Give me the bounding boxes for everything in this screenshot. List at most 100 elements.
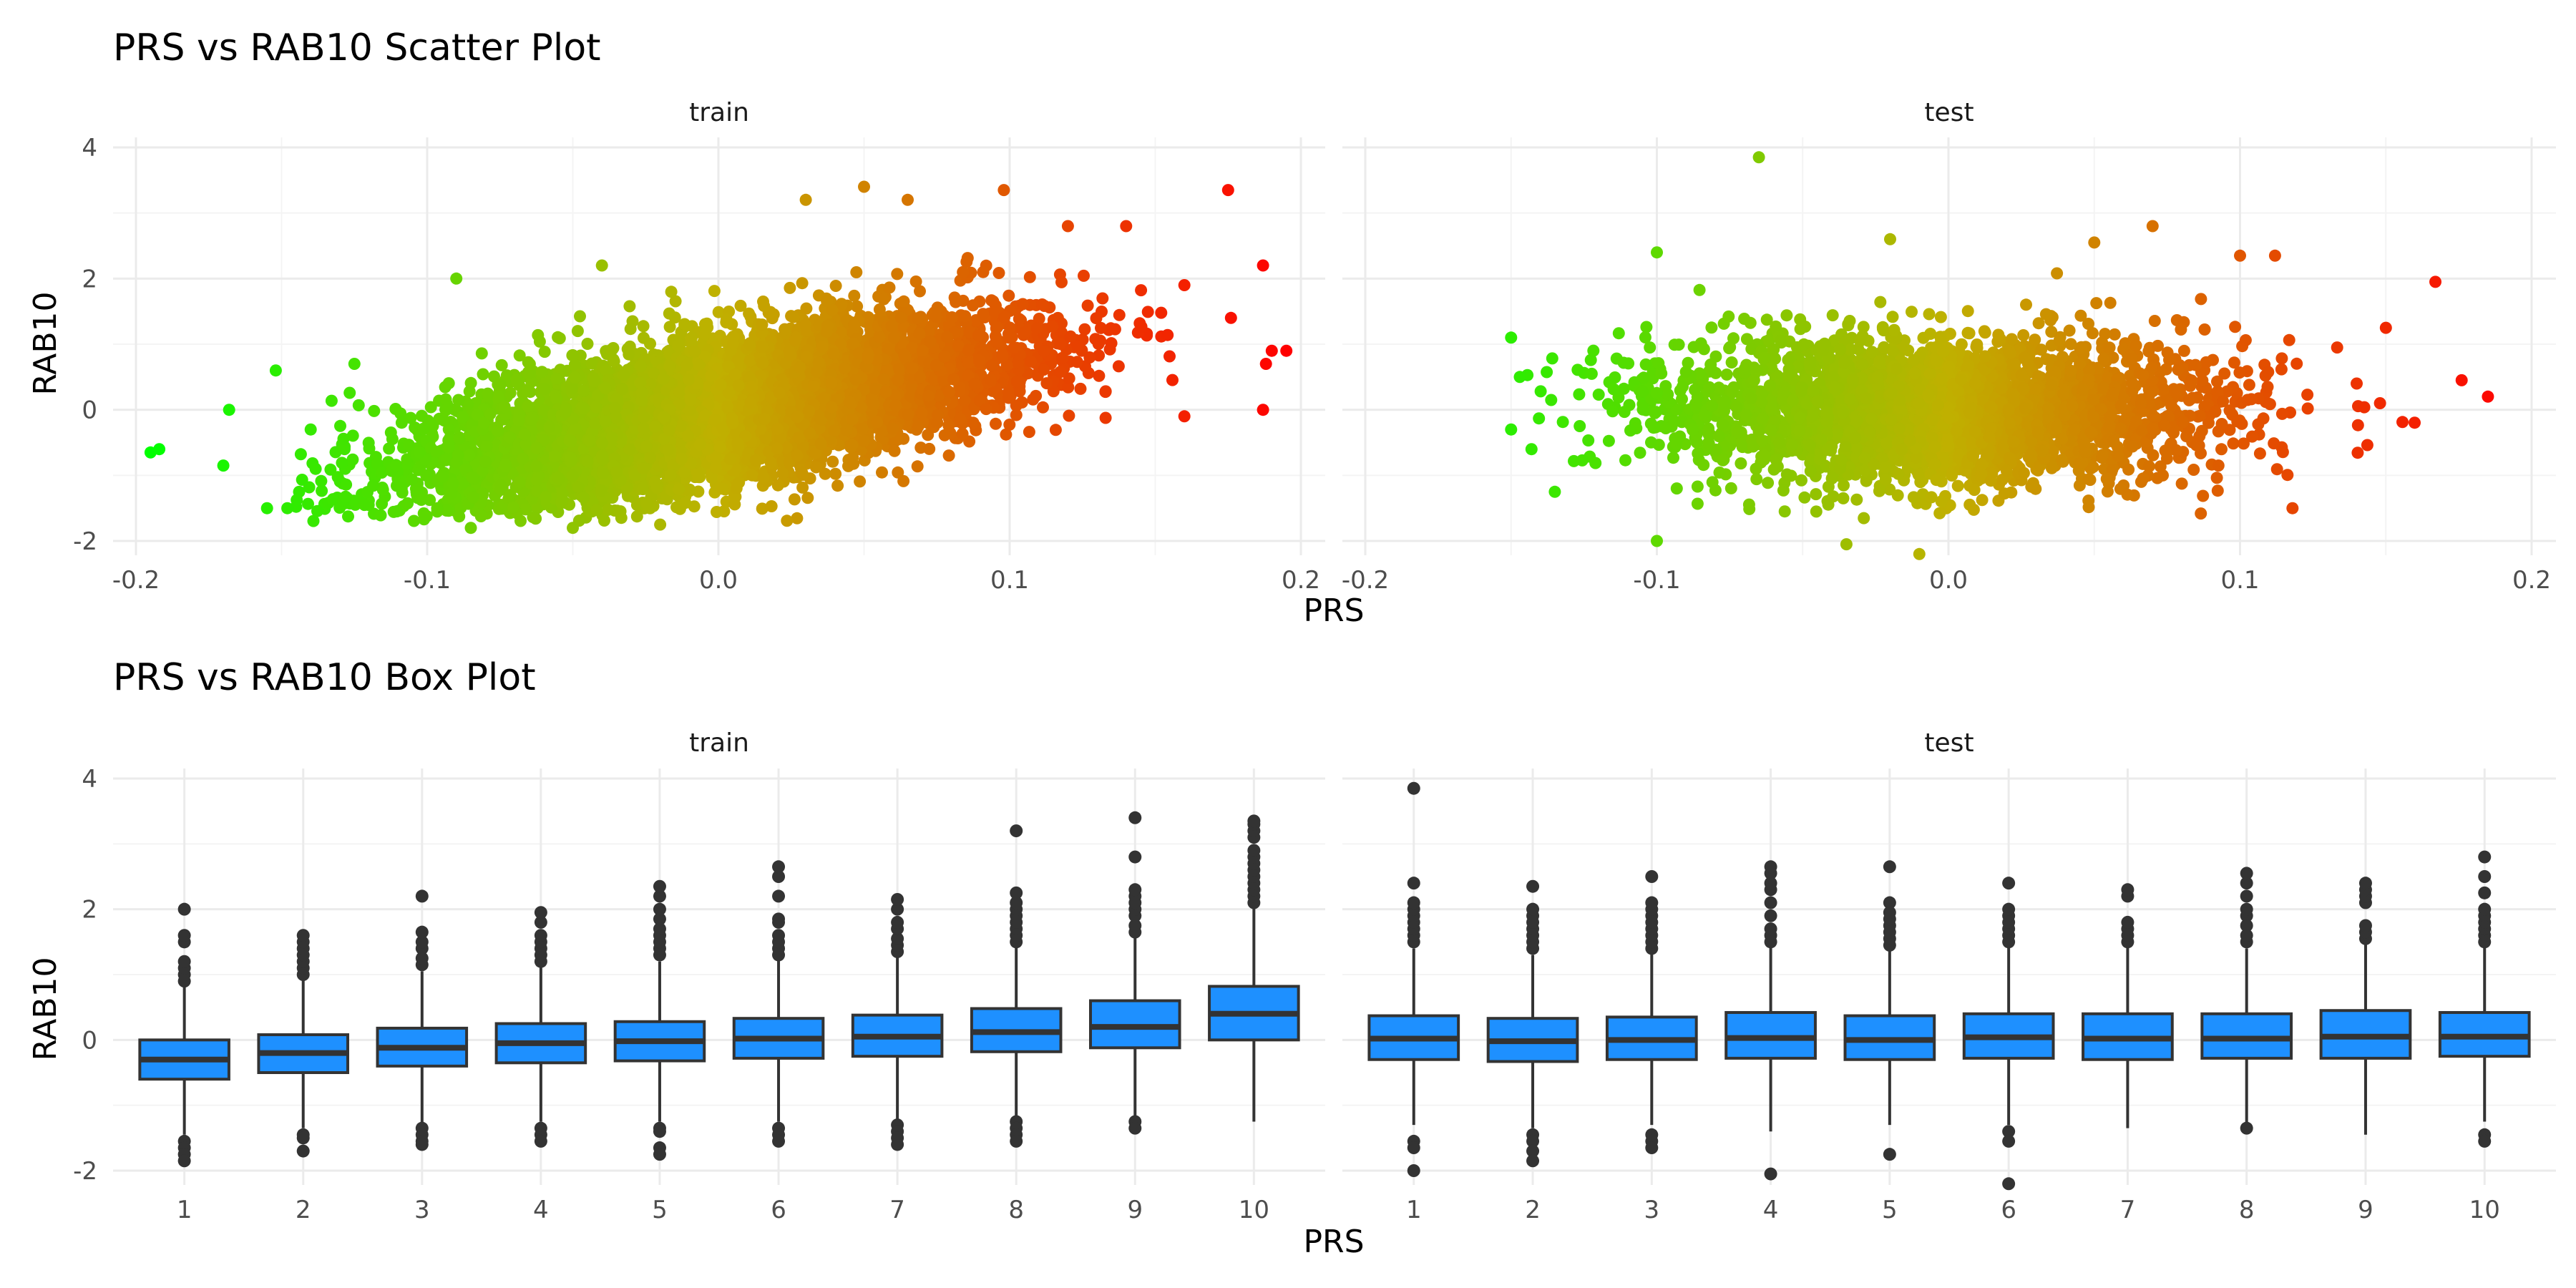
scatter-x-tick-label: 0.0 [699, 566, 738, 595]
scatter-point [914, 285, 926, 298]
scatter-point [883, 281, 896, 294]
scatter-y-tick-label: -2 [73, 527, 97, 556]
scatter-point [531, 502, 544, 514]
scatter-point [404, 411, 417, 424]
scatter-point [796, 277, 809, 290]
scatter-point [851, 300, 864, 313]
scatter-point [574, 310, 586, 323]
scatter-point [854, 475, 867, 488]
scatter-x-tick-label: 0.2 [1282, 566, 1320, 595]
scatter-point [1071, 340, 1084, 353]
scatter-point [383, 442, 396, 455]
scatter-points [144, 180, 1293, 535]
scatter-point [938, 429, 951, 441]
scatter-point [829, 467, 842, 480]
scatter-point [325, 394, 338, 407]
scatter-point [711, 506, 723, 518]
scatter-point [876, 466, 888, 479]
scatter-point [990, 417, 1002, 430]
scatter-y-tick-label: 2 [82, 265, 97, 293]
scatter-point [346, 429, 359, 442]
scatter-point [897, 474, 910, 487]
scatter-point [712, 306, 725, 318]
scatter-point [368, 404, 381, 417]
scatter-point [1002, 289, 1015, 302]
scatter-y-tick-label: 4 [82, 134, 97, 162]
scatter-point [734, 299, 747, 312]
scatter-point [363, 442, 376, 455]
scatter-point [967, 299, 980, 312]
scatter-point [513, 349, 526, 362]
scatter-strip-test: test [1924, 98, 1974, 127]
scatter-point [550, 372, 563, 385]
scatter-point [942, 449, 955, 462]
scatter-point [788, 493, 801, 506]
scatter-point [495, 358, 508, 371]
scatter-point [891, 268, 904, 280]
scatter-point [637, 320, 650, 333]
scatter-point [1013, 313, 1025, 326]
scatter-point [663, 307, 675, 320]
scatter-point [1062, 381, 1075, 394]
scatter-point [1081, 299, 1094, 312]
scatter-point [1112, 360, 1125, 373]
scatter-point [343, 386, 356, 399]
scatter-point [384, 426, 397, 439]
scatter-point [438, 414, 451, 427]
scatter-point [387, 505, 400, 518]
scatter-point [1033, 313, 1045, 325]
scatter-point [374, 509, 387, 522]
scatter-point [1163, 350, 1176, 363]
scatter-point [352, 399, 365, 411]
scatter-point [746, 469, 758, 482]
scatter-point [796, 481, 809, 494]
scatter-point [801, 492, 814, 504]
scatter-point [571, 325, 584, 338]
scatter-strip-train: train [689, 98, 749, 127]
scatter-point [342, 510, 354, 523]
scatter-point [406, 473, 419, 486]
scatter-point [424, 401, 437, 414]
scatter-point [623, 300, 636, 313]
scatter-point [992, 267, 1005, 279]
scatter-point [1022, 367, 1035, 380]
scatter-panel-train: -0.2 -0.1 0.0 0.1 0.2 -2 0 2 4 [73, 134, 1325, 595]
scatter-point [638, 331, 650, 344]
scatter-point [1093, 369, 1106, 382]
scatter-point [1096, 292, 1109, 305]
scatter-x-tick-label: -0.1 [404, 566, 451, 595]
scatter-point [850, 266, 863, 278]
scatter-point [1161, 328, 1174, 341]
scatter-point [296, 474, 308, 486]
scatter-point [394, 407, 407, 420]
scatter-point [532, 328, 545, 341]
scatter-point [630, 510, 643, 523]
scatter-point [756, 502, 769, 515]
scatter-point [663, 321, 676, 333]
scatter-point [475, 347, 488, 360]
scatter-point [1023, 270, 1036, 283]
scatter-point [826, 455, 839, 468]
scatter-point [327, 493, 339, 506]
scatter-point [309, 462, 322, 475]
scatter-point [1166, 374, 1179, 386]
scatter-point [442, 377, 455, 390]
scatter-point [294, 448, 307, 461]
scatter-point [408, 514, 420, 527]
scatter-y-tick-label: 0 [82, 396, 97, 425]
scatter-point [1010, 399, 1023, 412]
scatter-point [669, 295, 682, 308]
scatter-point [1141, 306, 1154, 318]
scatter-point [1099, 386, 1112, 399]
scatter-point [909, 275, 922, 288]
scatter-point [418, 513, 431, 526]
scatter-point [829, 280, 842, 292]
scatter-point [678, 318, 691, 331]
scatter-point [958, 394, 971, 407]
scatter-point [334, 419, 346, 432]
scatter-point [923, 442, 936, 455]
scatter-x-tick-label: -0.2 [112, 566, 160, 595]
scatter-point [1078, 269, 1090, 282]
scatter-x-tick-label: 0.1 [990, 566, 1029, 595]
scatter-title: PRS vs RAB10 Scatter Plot [113, 26, 601, 69]
